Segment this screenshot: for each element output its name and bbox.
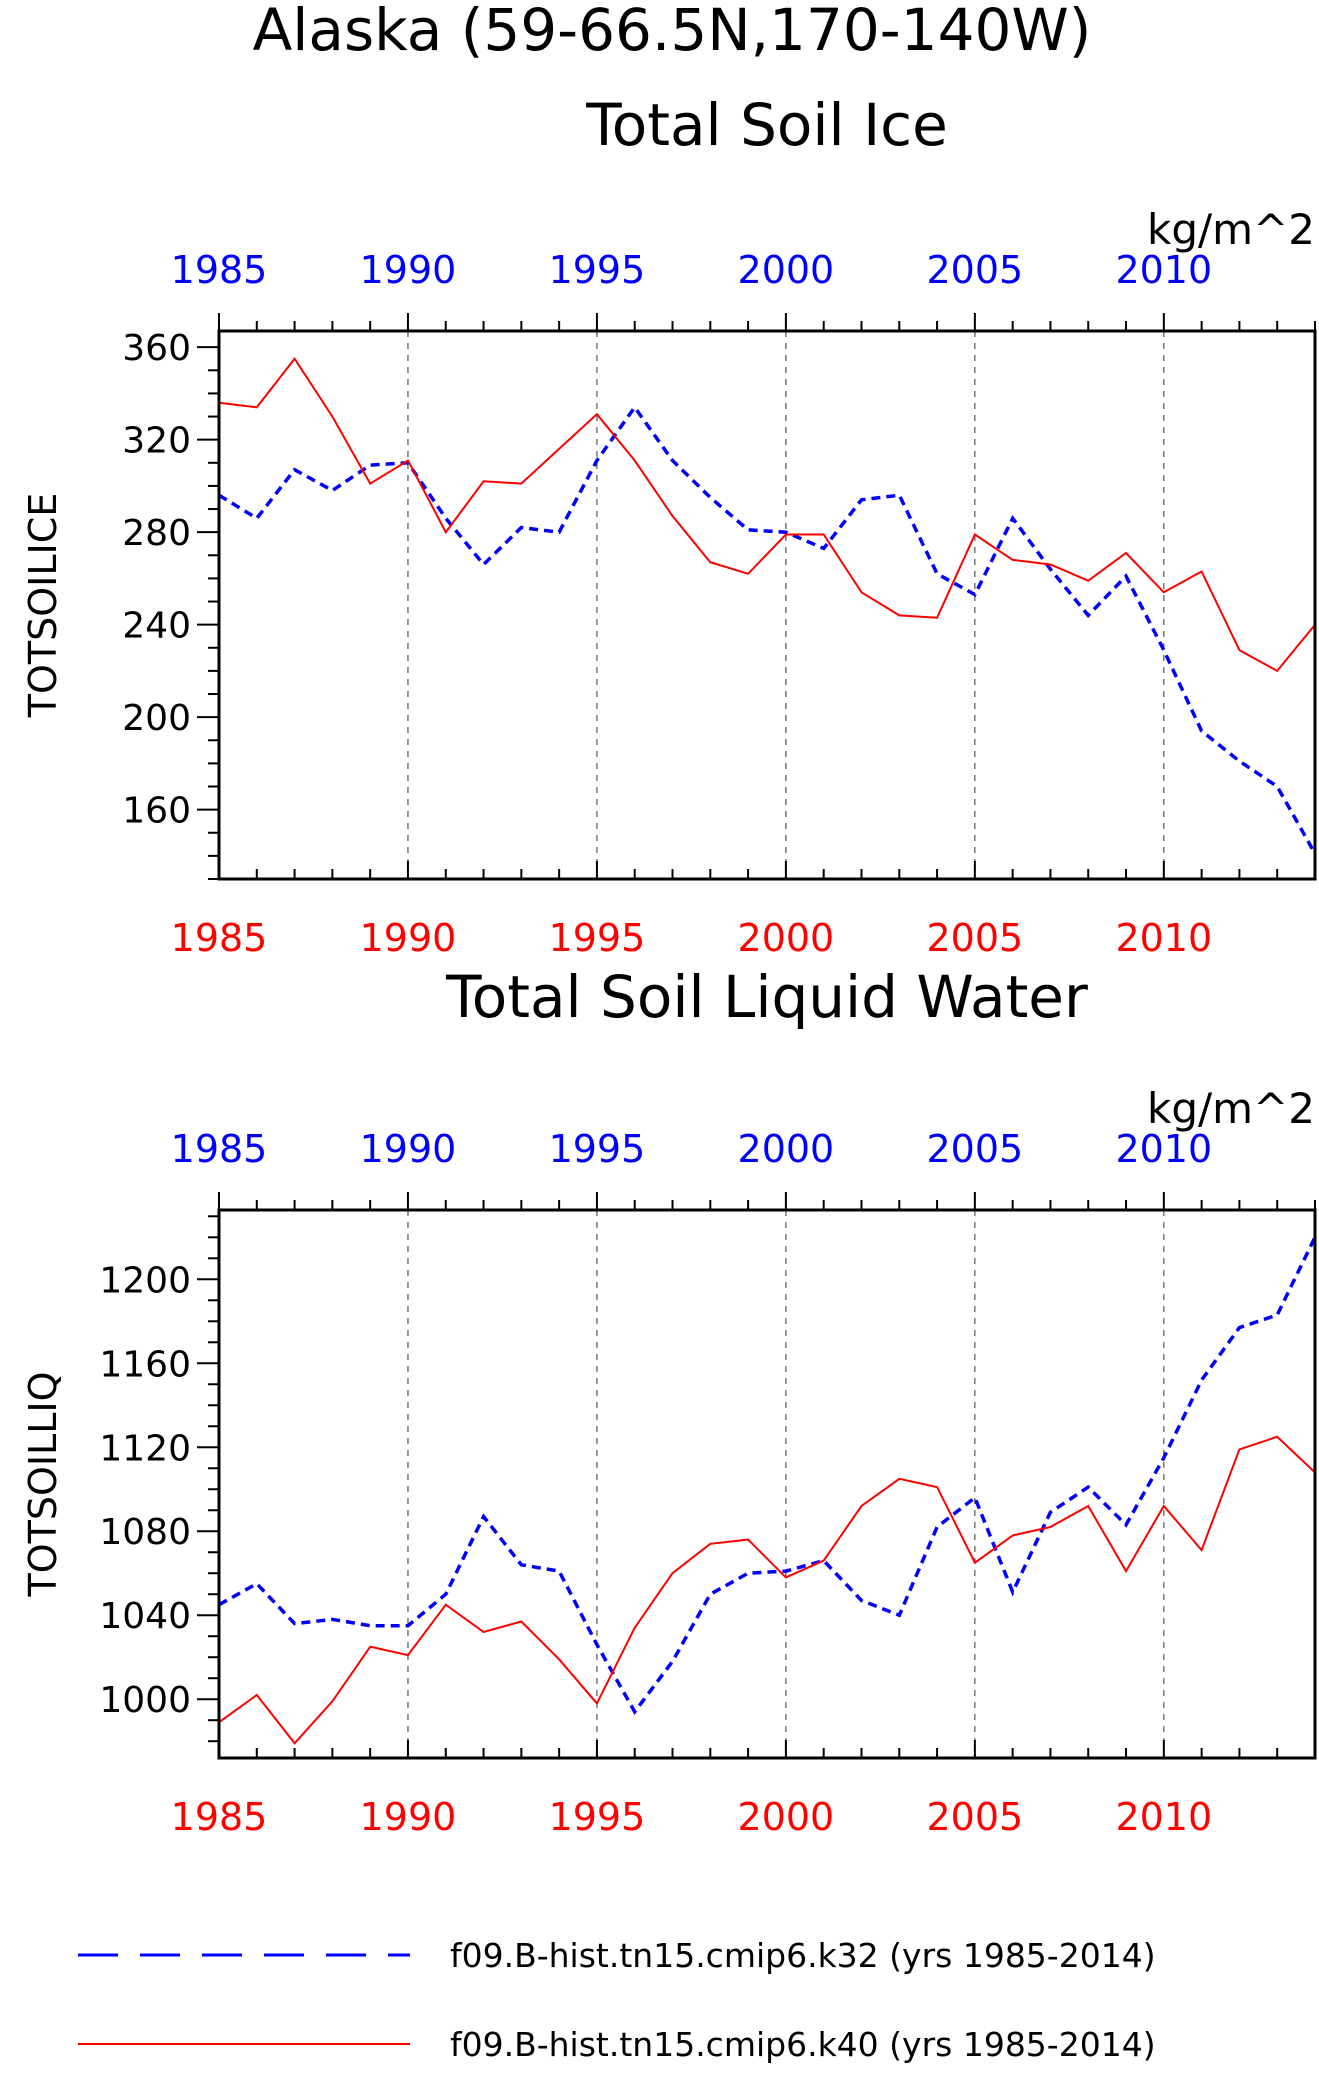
plot-frame — [217, 329, 1317, 881]
x-tick-label-bottom: 2005 — [927, 916, 1024, 960]
y-tick-label: 1200 — [99, 1260, 191, 1301]
x-tick-label-top: 2005 — [927, 1127, 1024, 1171]
x-tick-label-bottom: 1990 — [360, 1795, 457, 1839]
y-tick-label: 320 — [122, 421, 191, 462]
y-tick-label: 200 — [122, 698, 191, 739]
y-tick-label: 360 — [122, 328, 191, 369]
units-label: kg/m^2 — [1147, 205, 1315, 254]
series-line-k32 — [218, 1236, 1317, 1715]
y-axis-label: TOTSOILLIQ — [21, 1371, 65, 1597]
y-tick-label: 1120 — [99, 1428, 191, 1469]
x-tick-label-top: 2005 — [927, 248, 1024, 292]
x-tick-label-bottom: 2010 — [1115, 916, 1212, 960]
y-tick-label: 160 — [122, 791, 191, 832]
x-tick-label-top: 1995 — [549, 1127, 646, 1171]
plot-frame — [217, 1208, 1317, 1760]
x-tick-label-top: 1990 — [360, 248, 457, 292]
y-tick-label: 280 — [122, 513, 191, 554]
chart-title: Total Soil Liquid Water — [445, 963, 1088, 1031]
x-tick-label-top: 2000 — [738, 248, 835, 292]
chart-title: Total Soil Ice — [585, 91, 948, 159]
x-tick-label-bottom: 1995 — [549, 1795, 646, 1839]
y-tick-label: 240 — [122, 606, 191, 647]
x-tick-label-top: 1985 — [171, 1127, 268, 1171]
legend-label-k32: f09.B-hist.tn15.cmip6.k32 (yrs 1985-2014… — [450, 1936, 1156, 1975]
series-line-k40 — [218, 356, 1316, 673]
x-tick-label-bottom: 1990 — [360, 916, 457, 960]
series-line-k32 — [218, 404, 1317, 855]
soil-ice-panel: Total Soil Ice kg/m^2 TOTSOILICE 160 200 240 2… — [21, 91, 1317, 960]
series-line-k40 — [218, 1435, 1316, 1745]
y-tick-label: 1080 — [99, 1512, 191, 1553]
x-tick-label-bottom: 2000 — [738, 1795, 835, 1839]
x-tick-label-top: 2010 — [1115, 1127, 1212, 1171]
legend: f09.B-hist.tn15.cmip6.k32 (yrs 1985-2014… — [78, 1936, 1156, 2064]
soil-liquid-panel: Total Soil Liquid Water kg/m^2 TOTSOILLIQ 1… — [21, 963, 1317, 1839]
x-tick-label-bottom: 2005 — [927, 1795, 1024, 1839]
x-tick-label-bottom: 1985 — [171, 916, 268, 960]
x-tick-label-top: 2010 — [1115, 248, 1212, 292]
y-tick-label: 1000 — [99, 1680, 191, 1721]
x-tick-label-top: 1995 — [549, 248, 646, 292]
y-tick-label: 1160 — [99, 1344, 191, 1385]
y-axis-label: TOTSOILICE — [21, 493, 65, 719]
x-tick-label-top: 2000 — [738, 1127, 835, 1171]
y-tick-label: 1040 — [99, 1596, 191, 1637]
figure-title: Alaska (59-66.5N,170-140W) — [253, 0, 1092, 64]
x-tick-label-bottom: 1995 — [549, 916, 646, 960]
legend-label-k40: f09.B-hist.tn15.cmip6.k40 (yrs 1985-2014… — [450, 2025, 1156, 2064]
units-label: kg/m^2 — [1147, 1084, 1315, 1133]
x-tick-label-top: 1985 — [171, 248, 268, 292]
x-tick-label-bottom: 2010 — [1115, 1795, 1212, 1839]
x-tick-label-bottom: 1985 — [171, 1795, 268, 1839]
x-tick-label-top: 1990 — [360, 1127, 457, 1171]
x-tick-label-bottom: 2000 — [738, 916, 835, 960]
